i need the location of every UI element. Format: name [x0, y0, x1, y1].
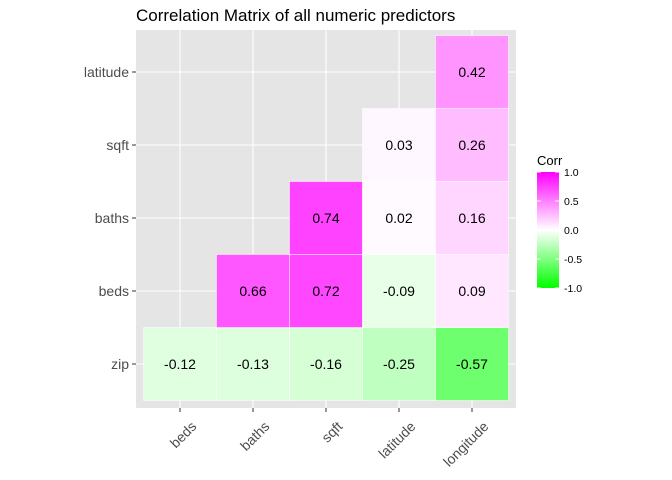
cell-value-label: 0.72 [312, 283, 339, 299]
heatmap-cell [435, 108, 509, 182]
heatmap-cell [216, 327, 290, 401]
x-tick-label: sqft [318, 418, 345, 445]
x-tick-label: baths [237, 418, 273, 454]
heatmap-cell [362, 327, 436, 401]
cell-value-label: -0.25 [383, 356, 415, 372]
cell-value-label: -0.12 [164, 356, 196, 372]
heatmap-cell [435, 35, 509, 109]
x-tick-label: longitude [440, 418, 492, 470]
color-legend: Corr 1.0 0.5 0.0 -0.5 -1.0 [537, 153, 582, 295]
legend-tick-label: 0.5 [564, 196, 579, 208]
y-tick-label: zip [111, 356, 129, 372]
legend-colorbar [537, 172, 559, 288]
cell-value-label: 0.09 [458, 283, 485, 299]
heatmap-cell [216, 254, 290, 328]
y-axis: zip beds baths sqft latitude [84, 64, 136, 372]
legend-title: Corr [537, 153, 563, 168]
cell-value-label: -0.57 [456, 356, 488, 372]
x-tick-label: beds [167, 418, 200, 451]
y-tick-label: latitude [84, 64, 129, 80]
y-tick-label: baths [95, 210, 129, 226]
heatmap-cell [435, 181, 509, 255]
heatmap-cell [435, 254, 509, 328]
heatmap-cell [362, 108, 436, 182]
cell-value-label: 0.74 [312, 210, 339, 226]
cell-value-label: -0.09 [383, 283, 415, 299]
cell-value-label: 0.42 [458, 64, 485, 80]
y-tick-label: sqft [106, 137, 129, 153]
heatmap-cell [435, 327, 509, 401]
x-tick-label: latitude [375, 418, 418, 461]
heatmap-cells [143, 35, 509, 401]
heatmap-cell [289, 327, 363, 401]
x-axis: beds baths sqft latitude longitude [167, 408, 492, 470]
cell-labels: -0.12 -0.13 -0.16 -0.25 -0.57 0.66 0.72 -0.09 0.… [164, 64, 488, 372]
cell-value-label: 0.66 [239, 283, 266, 299]
heatmap-cell [289, 254, 363, 328]
y-tick-label: beds [99, 283, 129, 299]
legend-tick-label: 1.0 [564, 167, 579, 179]
heatmap-cell [289, 181, 363, 255]
cell-value-label: 0.03 [385, 137, 412, 153]
chart-title: Correlation Matrix of all numeric predic… [136, 6, 455, 25]
cell-value-label: -0.16 [310, 356, 342, 372]
legend-tick-label: 0.0 [564, 225, 579, 237]
cell-value-label: -0.13 [237, 356, 269, 372]
legend-tick-label: -0.5 [564, 254, 582, 266]
legend-tick-label: -1.0 [564, 283, 582, 295]
cell-value-label: 0.16 [458, 210, 485, 226]
heatmap-cell [143, 327, 217, 401]
legend-ticks: 1.0 0.5 0.0 -0.5 -1.0 [537, 167, 582, 295]
cell-value-label: 0.26 [458, 137, 485, 153]
cell-value-label: 0.02 [385, 210, 412, 226]
